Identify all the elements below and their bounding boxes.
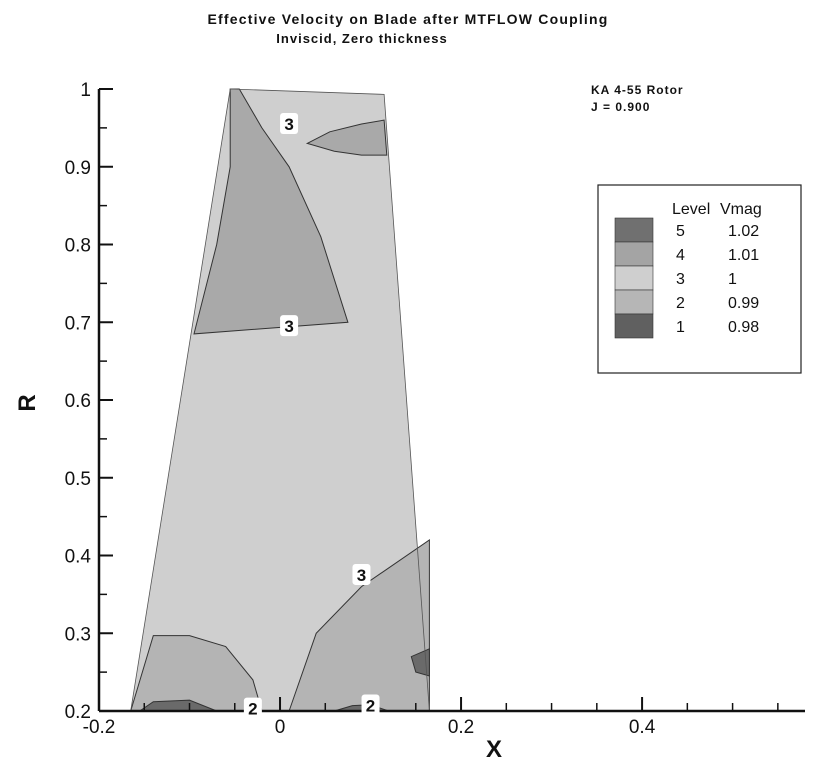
contour-label-bg: [280, 315, 299, 337]
y-axis-label: R: [14, 394, 41, 411]
legend-value: 0.98: [728, 319, 759, 336]
tick-marks: [98, 88, 779, 712]
contour-label-bg: [352, 563, 371, 585]
legend-level: 3: [676, 271, 685, 288]
contour-label-bg: [361, 694, 380, 716]
legend-swatch: [614, 241, 654, 267]
x-tick-label: -0.2: [83, 717, 116, 738]
legend-swatch: [614, 265, 654, 291]
legend-header-level: Level: [672, 201, 710, 218]
y-tick-label: 0.9: [65, 158, 91, 179]
annotation-advance-ratio: J = 0.900: [591, 100, 650, 114]
y-tick-label: 0.7: [65, 313, 91, 334]
legend: Level Vmag 5 1.02 4 1.01 3 1 2 0.99 1 0.98: [597, 184, 802, 374]
contour-label-bg: [243, 697, 262, 719]
y-tick-label: 0.8: [65, 236, 91, 257]
legend-entries: 5 1.02 4 1.01 3 1 2 0.99 1 0.98: [614, 217, 759, 339]
chart-subtitle: Inviscid, Zero thickness: [276, 31, 447, 46]
x-axis-label: X: [486, 736, 502, 763]
contour-label: 2: [366, 697, 375, 716]
contour-label: 3: [284, 317, 293, 336]
y-tick-label: 1: [80, 80, 91, 101]
tick-labels: -0.2 0 0.2 0.4 0.2 0.3 0.4 0.5 0.6 0.7 0.8 0.9 1: [65, 80, 656, 738]
y-tick-label: 0.3: [65, 624, 91, 645]
chart-title: Effective Velocity on Blade after MTFLOW…: [207, 11, 608, 27]
region-lowest-trailing-edge: [410, 648, 430, 677]
legend-level: 5: [676, 223, 685, 240]
legend-value: 0.99: [728, 295, 759, 312]
x-tick-label: 0.2: [448, 717, 474, 738]
contour-labels: 3 3 3 2 2: [243, 112, 380, 719]
y-tick-label: 0.5: [65, 469, 91, 490]
contour-label-bg: [280, 112, 299, 134]
region-mid-level-tip-left: [193, 88, 349, 335]
legend-value: 1.01: [728, 247, 759, 264]
x-tick-label: 0.4: [629, 717, 656, 738]
y-tick-label: 0.4: [65, 547, 92, 568]
legend-level: 1: [676, 319, 685, 336]
contour-label: 2: [248, 700, 257, 719]
contour-label: 3: [284, 115, 293, 134]
legend-level: 2: [676, 295, 685, 312]
contour-regions: [130, 88, 430, 712]
legend-swatch: [614, 217, 654, 243]
y-tick-label: 0.6: [65, 391, 91, 412]
legend-swatch: [614, 289, 654, 315]
y-tick-label: 0.2: [65, 702, 91, 723]
legend-swatch: [614, 313, 654, 339]
legend-value: 1: [728, 271, 737, 288]
contour-label: 3: [357, 566, 366, 585]
legend-header-value: Vmag: [720, 201, 762, 218]
annotation-rotor: KA 4-55 Rotor: [591, 83, 684, 97]
x-tick-label: 0: [275, 717, 286, 738]
region-mid-level-tip-right: [305, 119, 388, 156]
legend-value: 1.02: [728, 223, 759, 240]
legend-level: 4: [676, 247, 685, 264]
